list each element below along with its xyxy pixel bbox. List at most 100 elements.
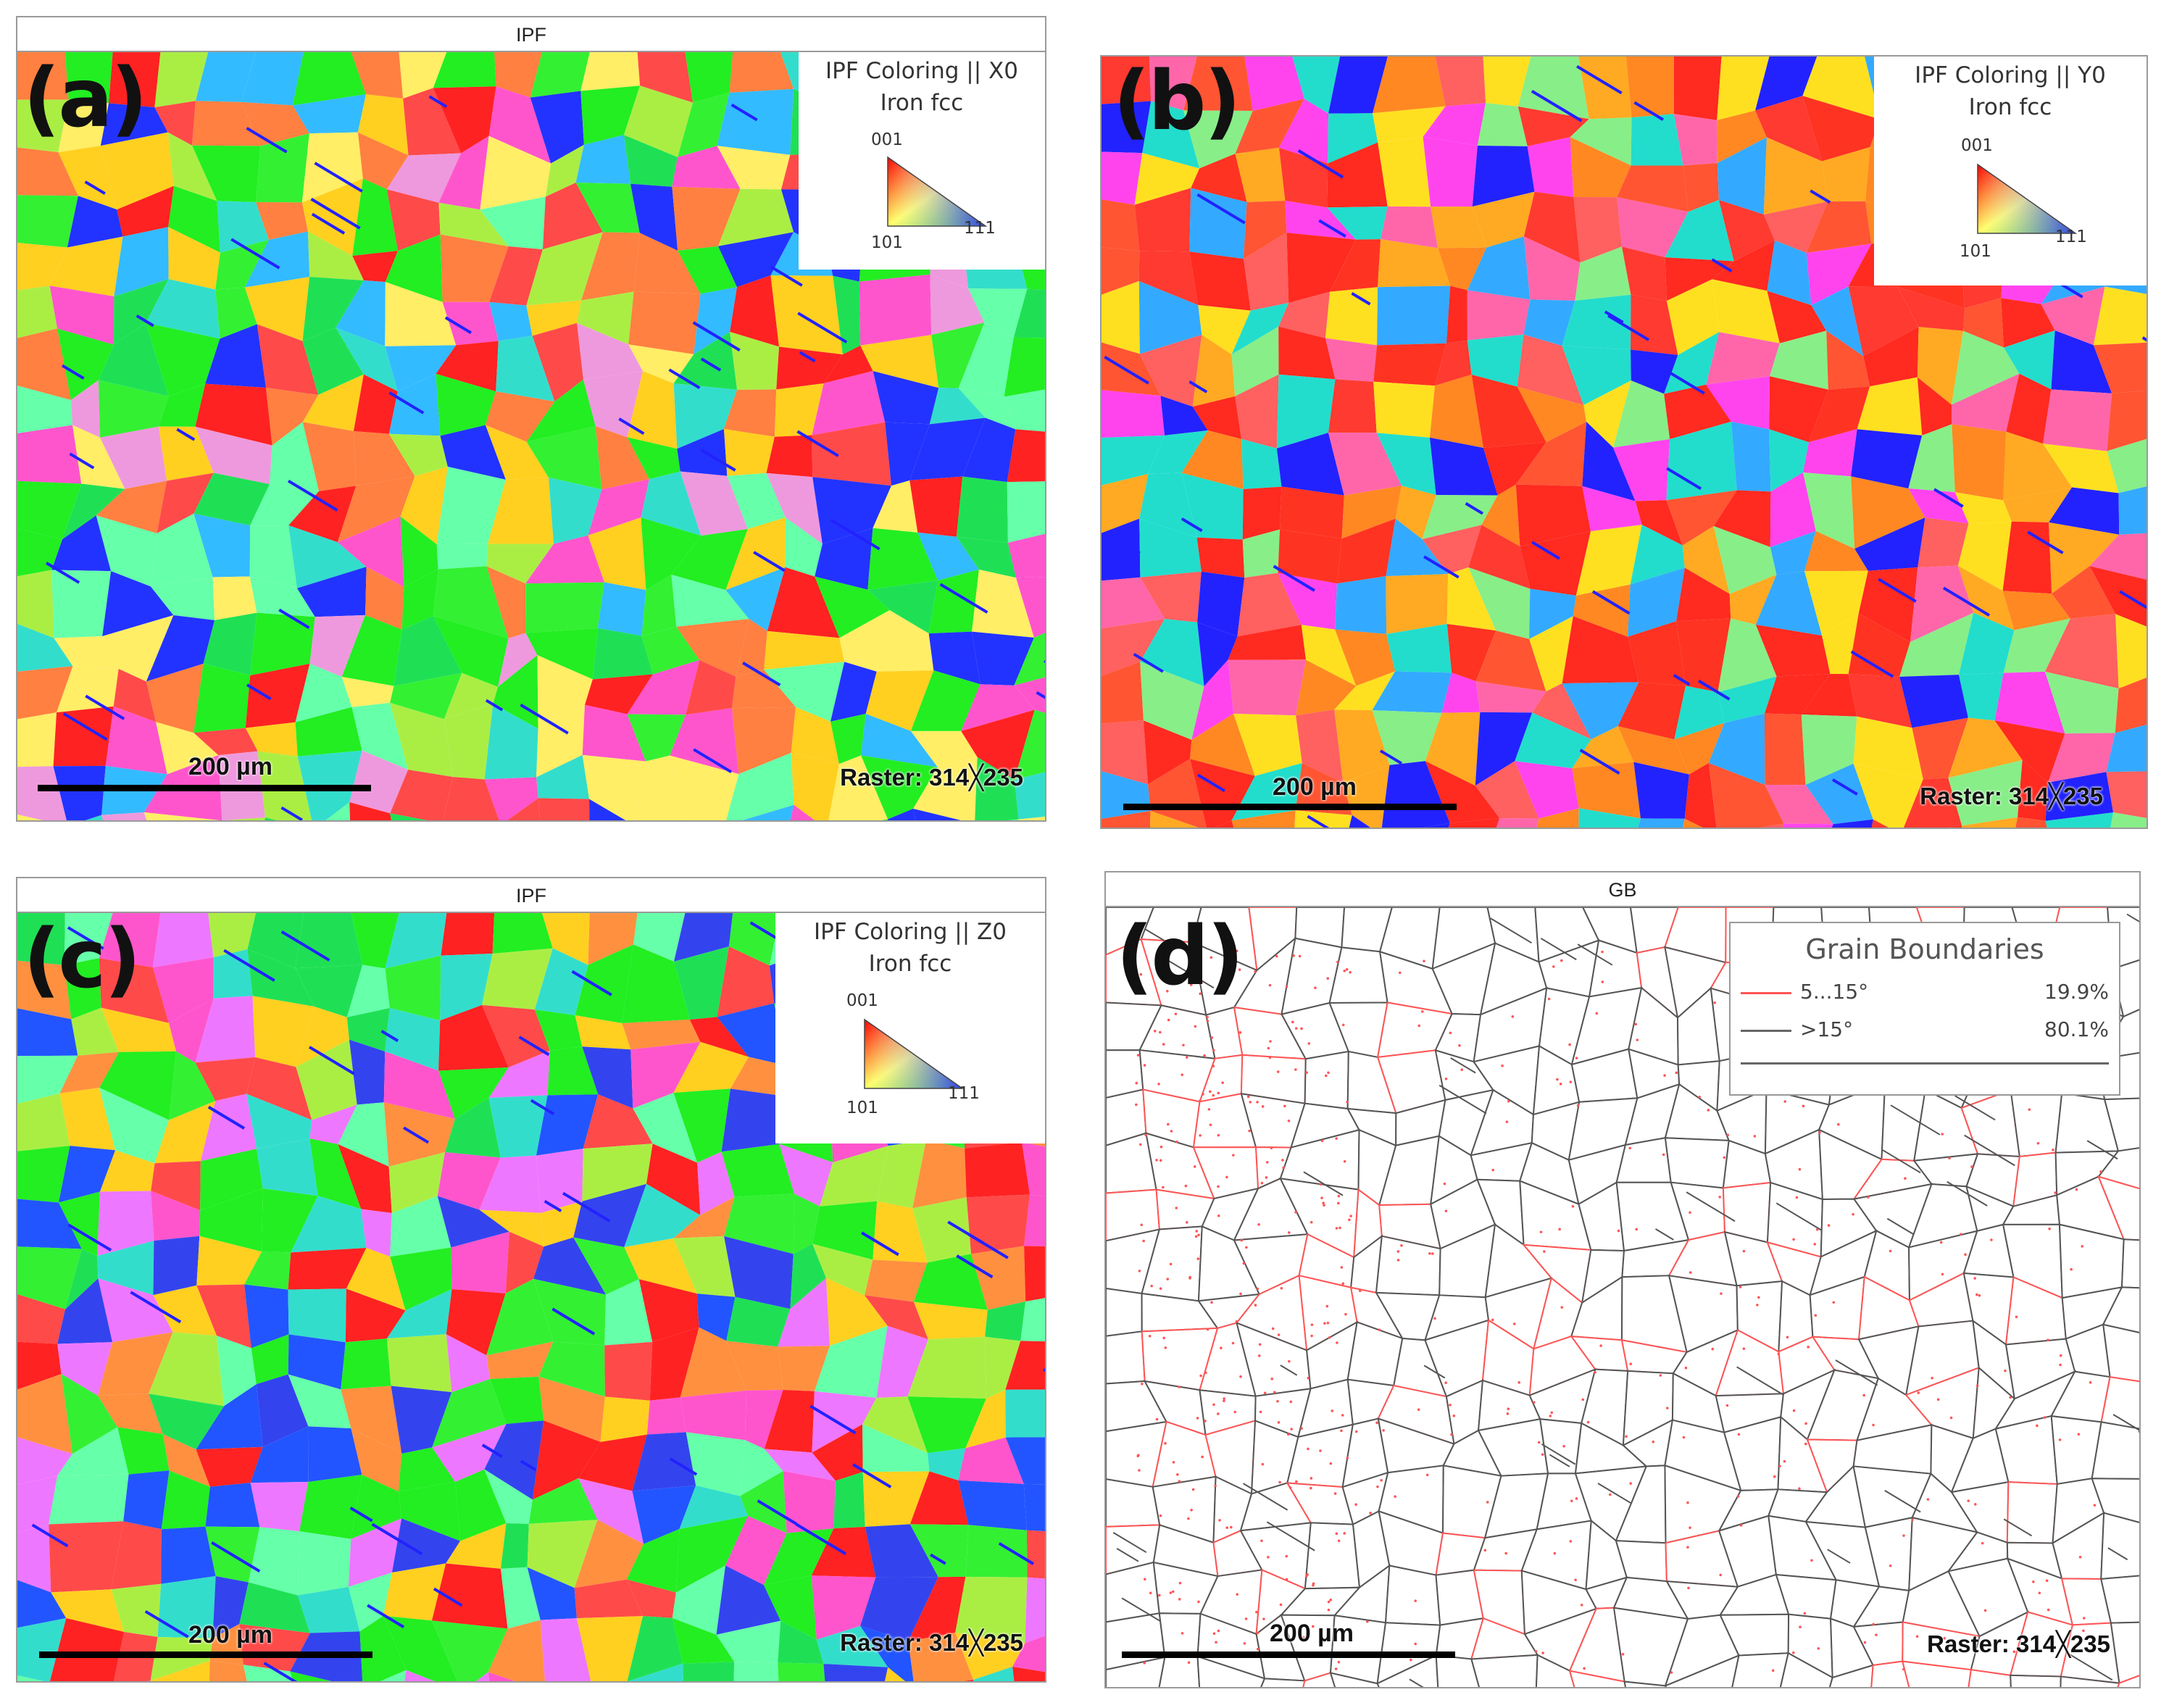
grain <box>2043 389 2112 451</box>
grain <box>386 189 441 251</box>
low-angle-point <box>1410 1658 1412 1662</box>
low-angle-point <box>1319 1449 1322 1452</box>
grain <box>723 389 777 437</box>
ipf-legend: IPF Coloring || Z0 Iron fcc 001 101 111 <box>775 913 1045 1143</box>
grain <box>860 335 939 388</box>
grain <box>541 1201 583 1247</box>
low-angle-point <box>1336 960 1339 964</box>
twin-boundary <box>1121 1597 1162 1622</box>
grain <box>302 374 364 432</box>
twin-boundary <box>1188 380 1208 393</box>
low-angle-point <box>1975 1293 1978 1296</box>
grain <box>540 1618 591 1681</box>
low-angle-point <box>1348 1218 1351 1222</box>
low-angle-point <box>1230 1525 1233 1529</box>
grain <box>1801 673 1857 717</box>
grain <box>910 670 980 731</box>
grain <box>99 1087 170 1164</box>
raster-label: Raster: 314╳235 <box>840 1629 1023 1656</box>
low-angle-point <box>1349 1215 1352 1217</box>
grain <box>54 636 119 669</box>
grain <box>442 301 499 346</box>
grain <box>390 672 462 720</box>
low-angle-point <box>1170 1130 1173 1133</box>
grain <box>1023 1483 1045 1532</box>
low-angle-point <box>1398 971 1402 975</box>
grain <box>357 132 409 190</box>
twin-boundary <box>618 417 645 436</box>
low-angle-point <box>1414 1599 1417 1602</box>
low-angle-point <box>1684 1366 1688 1370</box>
low-angle-point <box>1240 1238 1243 1242</box>
low-angle-point <box>1285 985 1288 988</box>
low-angle-point <box>1862 1394 1865 1397</box>
grain <box>1665 199 1734 262</box>
low-angle-point <box>1335 1227 1338 1230</box>
twin-boundary <box>1835 1359 1878 1386</box>
grain <box>388 373 441 436</box>
grain <box>2103 1097 2139 1152</box>
grain <box>1717 57 1770 120</box>
grain <box>833 275 861 355</box>
grain <box>1160 396 1208 436</box>
grain <box>1373 381 1436 438</box>
grain <box>385 955 441 1021</box>
scale-bar <box>1122 1651 1455 1658</box>
grain <box>975 757 1019 820</box>
low-angle-point <box>1698 1096 1702 1099</box>
grain <box>574 1579 644 1619</box>
grain <box>1954 492 2012 524</box>
legend-title: IPF Coloring || X0 <box>825 58 1018 84</box>
grain <box>678 92 730 157</box>
grain <box>351 52 404 99</box>
grain <box>98 380 169 438</box>
grain <box>246 1057 312 1120</box>
grain <box>482 948 553 1010</box>
grain <box>622 944 690 1024</box>
grain <box>288 525 367 588</box>
low-angle-point <box>1541 1453 1544 1456</box>
grain <box>1244 200 1287 259</box>
low-angle-point <box>1262 1617 1265 1620</box>
grain <box>1276 433 1344 496</box>
low-angle-point <box>2093 1504 2097 1507</box>
grain <box>1713 490 1771 547</box>
grain <box>17 52 69 100</box>
grain <box>85 815 103 820</box>
grain <box>1994 671 2065 734</box>
grain <box>686 659 736 715</box>
grain <box>1005 1341 1045 1390</box>
low-angle-point <box>1155 1159 1158 1162</box>
grain <box>580 52 641 91</box>
grain <box>633 913 686 962</box>
low-angle-point <box>1595 1012 1599 1015</box>
low-angle-point <box>1203 1054 1206 1057</box>
grain <box>632 1485 696 1544</box>
grain <box>638 1279 699 1342</box>
grain <box>1025 1577 1045 1644</box>
raster-label: Raster: 314╳235 <box>1920 783 2103 809</box>
grain <box>1575 525 1642 596</box>
low-angle-point <box>1338 1226 1341 1230</box>
grain <box>162 1433 210 1487</box>
grain <box>724 1193 795 1254</box>
low-angle-point <box>1504 1551 1507 1555</box>
grain <box>196 1446 263 1487</box>
grain <box>308 1426 362 1482</box>
grain <box>1764 673 1831 715</box>
low-angle-point <box>1450 1433 1453 1436</box>
grain <box>98 1394 163 1434</box>
twin-boundary <box>1165 958 1215 989</box>
grain <box>1197 571 1245 637</box>
grain <box>1582 422 1636 501</box>
low-angle-point <box>1212 1093 1215 1097</box>
grain <box>1189 251 1251 311</box>
grain <box>1951 373 2020 432</box>
grain <box>913 1301 988 1340</box>
grain <box>480 196 546 250</box>
grain <box>2117 1675 2139 1687</box>
grain <box>717 146 791 190</box>
low-angle-point <box>1931 1376 1933 1380</box>
grain <box>1515 761 1579 819</box>
grain <box>1327 142 1388 208</box>
